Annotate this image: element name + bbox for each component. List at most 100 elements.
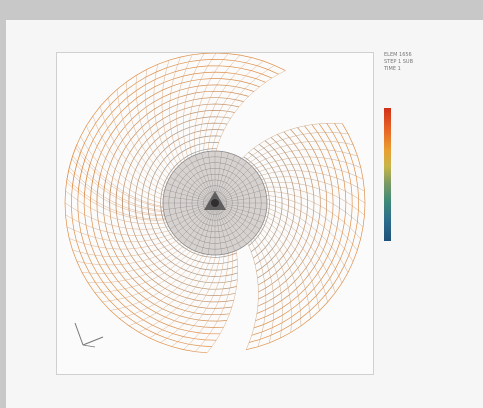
hub-spoke [173,171,211,200]
hub-spoke [194,154,213,198]
mesh-spoke [206,246,238,353]
mesh-spoke [99,106,169,194]
hub-spoke [188,157,213,198]
mesh-spoke [153,64,179,173]
hub-spoke [220,196,267,203]
axis-triad-icon [74,322,104,348]
fan-hub [162,150,268,256]
mesh-spoke [161,60,181,170]
legend-color-bar [384,108,391,241]
mesh-spoke [72,237,182,258]
mesh-spoke [253,163,364,180]
fan-blade [238,122,366,351]
hub-spoke [220,176,261,201]
hub-spoke [208,208,215,255]
mesh-spoke [253,231,283,339]
hub-spoke [220,205,261,230]
mesh-spoke [135,75,174,179]
hub-spoke [217,208,242,249]
mesh-spoke [262,202,349,273]
mesh-spoke [248,237,267,347]
hub-spoke [218,207,247,245]
mesh-spoke [255,228,292,333]
hub-center [211,199,219,207]
hub-spoke [183,207,212,245]
fan-blades [64,53,366,354]
hub-spoke [188,208,213,249]
plot-viewport [56,52,374,375]
mesh-spoke [261,191,361,240]
hub-spoke [218,161,247,199]
mesh-spoke [210,65,275,156]
hub-spoke [166,205,210,224]
mesh-spoke [176,54,193,165]
hub-spoke [164,204,210,217]
mesh-spoke [262,210,336,293]
mesh-spoke [138,250,214,333]
hub-spoke [173,206,211,235]
hub-spoke [217,157,242,198]
mesh-spoke [242,132,349,164]
mesh-spoke [86,125,168,201]
mesh-spoke [75,147,168,209]
fan-blade-mesh-icon [64,53,366,354]
mesh-spoke [207,60,264,156]
mesh-arc [256,125,334,314]
mesh-spoke [248,148,358,169]
mesh-spoke [238,122,343,162]
mesh-spoke [102,247,199,302]
mesh-spoke [110,248,202,311]
mesh-spoke [171,250,225,347]
mesh-spoke [183,53,205,163]
mesh-spoke [203,57,253,157]
mesh-spoke [76,144,168,208]
mesh-spoke [69,234,180,250]
hub-spoke [178,166,211,199]
mesh-spoke [87,244,192,284]
mesh-spoke [183,249,229,350]
mesh-spoke [116,89,171,186]
hub-spoke [166,182,210,201]
mesh-spoke [169,56,184,168]
mesh-spoke [189,53,217,161]
mesh-spoke [245,239,259,350]
mesh-spoke [262,194,358,251]
color-legend [384,108,444,248]
mesh-spoke [259,181,365,216]
mesh-spoke [81,242,188,274]
hub-spoke [219,206,257,235]
mesh-spoke [71,158,168,213]
mesh-spoke [260,186,364,228]
mesh-spoke [66,178,170,220]
hub-spoke [163,203,210,210]
hub-spoke [217,154,236,198]
mesh-spoke [65,214,175,236]
info-row-elem: ELEM 1656 [384,52,412,58]
mesh-spoke [257,176,366,204]
mesh-arc [258,129,321,300]
mesh-spoke [251,234,275,343]
info-block: ELEM 1656 STEP 1 SUB TIME 1 [384,52,454,73]
mesh-spoke [199,54,241,158]
hub-spoke [220,205,264,224]
hub-spoke [201,208,214,254]
mesh-spoke [144,69,176,176]
hub-spoke [183,161,212,199]
mesh-spoke [245,140,354,167]
hub-spoke [219,171,257,200]
mesh-spoke [250,156,361,172]
mesh-spoke [72,155,168,212]
mesh-spoke [262,198,354,262]
fan-blade [66,53,286,221]
mesh-spoke [149,250,217,339]
mesh-spoke [126,81,172,183]
mesh-spoke [92,115,168,197]
mesh-spoke [195,247,233,352]
hub-spoke [169,205,210,230]
mesh-spoke [214,70,286,156]
info-row-step: STEP 1 SUB [384,59,414,65]
hub-spoke [216,152,229,198]
hub-spoke [219,207,252,240]
hub-spoke [194,208,213,252]
